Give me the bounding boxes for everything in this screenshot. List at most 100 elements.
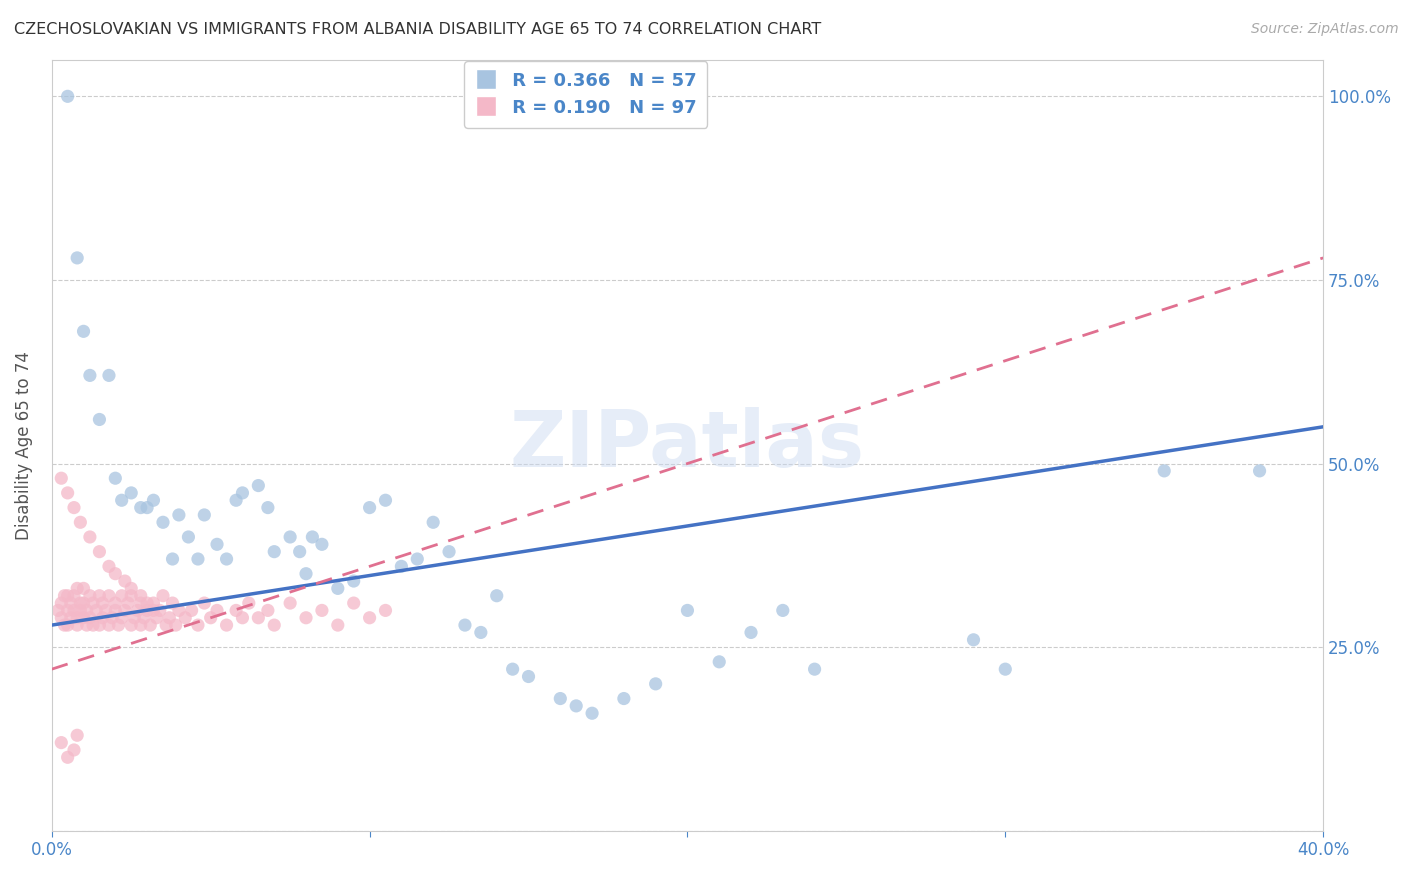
Point <box>278 596 301 610</box>
Point <box>359 500 381 515</box>
Text: CZECHOSLOVAKIAN VS IMMIGRANTS FROM ALBANIA DISABILITY AGE 65 TO 74 CORRELATION C: CZECHOSLOVAKIAN VS IMMIGRANTS FROM ALBAN… <box>14 22 821 37</box>
Point <box>263 544 285 558</box>
Point <box>89 544 111 558</box>
Point <box>79 589 101 603</box>
Point <box>89 412 111 426</box>
Point <box>63 743 86 757</box>
Point <box>231 611 253 625</box>
Point <box>225 493 247 508</box>
Point <box>162 552 184 566</box>
Point <box>72 324 94 338</box>
Point <box>1153 464 1175 478</box>
Point <box>676 603 699 617</box>
Text: ZIPatlas: ZIPatlas <box>510 407 865 483</box>
Point <box>120 486 142 500</box>
Point <box>152 516 174 530</box>
Point <box>740 625 762 640</box>
Point <box>53 618 76 632</box>
Point <box>104 471 127 485</box>
Point <box>149 603 172 617</box>
Point <box>56 89 79 103</box>
Point <box>51 736 73 750</box>
Point <box>709 655 731 669</box>
Point <box>59 611 82 625</box>
Point <box>120 618 142 632</box>
Point <box>205 603 228 617</box>
Point <box>550 691 572 706</box>
Y-axis label: Disability Age 65 to 74: Disability Age 65 to 74 <box>15 351 32 540</box>
Point <box>167 508 190 522</box>
Point <box>72 582 94 596</box>
Point <box>79 530 101 544</box>
Point <box>311 603 333 617</box>
Point <box>295 611 318 625</box>
Legend:  R = 0.366   N = 57,  R = 0.190   N = 97: R = 0.366 N = 57, R = 0.190 N = 97 <box>464 61 707 128</box>
Point <box>89 589 111 603</box>
Point <box>97 618 120 632</box>
Point <box>238 596 260 610</box>
Point <box>343 574 366 588</box>
Point <box>66 582 89 596</box>
Point <box>72 611 94 625</box>
Point <box>772 603 794 617</box>
Point <box>142 493 165 508</box>
Point <box>79 611 101 625</box>
Point <box>257 500 280 515</box>
Point <box>111 493 134 508</box>
Point <box>177 530 200 544</box>
Point <box>51 596 73 610</box>
Point <box>97 559 120 574</box>
Point <box>114 603 136 617</box>
Point <box>124 611 146 625</box>
Point <box>127 603 149 617</box>
Point <box>111 611 134 625</box>
Point <box>389 559 412 574</box>
Point <box>97 589 120 603</box>
Point <box>162 596 184 610</box>
Point <box>288 544 311 558</box>
Point <box>803 662 825 676</box>
Point <box>437 544 460 558</box>
Point <box>117 596 139 610</box>
Point <box>97 368 120 383</box>
Point <box>422 516 444 530</box>
Point <box>205 537 228 551</box>
Point <box>104 603 127 617</box>
Point <box>89 618 111 632</box>
Point <box>454 618 477 632</box>
Point <box>107 618 129 632</box>
Point <box>180 603 202 617</box>
Point <box>301 530 323 544</box>
Point <box>139 618 162 632</box>
Point <box>193 508 215 522</box>
Point <box>247 611 270 625</box>
Point <box>193 596 215 610</box>
Point <box>129 589 152 603</box>
Point <box>215 552 238 566</box>
Point <box>82 618 104 632</box>
Point <box>91 596 114 610</box>
Point <box>94 603 117 617</box>
Point <box>104 596 127 610</box>
Point <box>581 706 603 721</box>
Point <box>374 493 396 508</box>
Point <box>517 669 540 683</box>
Point <box>114 574 136 588</box>
Point <box>187 552 209 566</box>
Point <box>295 566 318 581</box>
Point <box>120 589 142 603</box>
Point <box>278 530 301 544</box>
Point <box>51 611 73 625</box>
Point <box>56 603 79 617</box>
Point <box>63 603 86 617</box>
Point <box>82 596 104 610</box>
Point <box>485 589 508 603</box>
Point <box>225 603 247 617</box>
Point <box>326 582 349 596</box>
Point <box>167 603 190 617</box>
Point <box>76 618 98 632</box>
Point <box>56 750 79 764</box>
Point <box>343 596 366 610</box>
Point <box>69 596 91 610</box>
Point <box>359 611 381 625</box>
